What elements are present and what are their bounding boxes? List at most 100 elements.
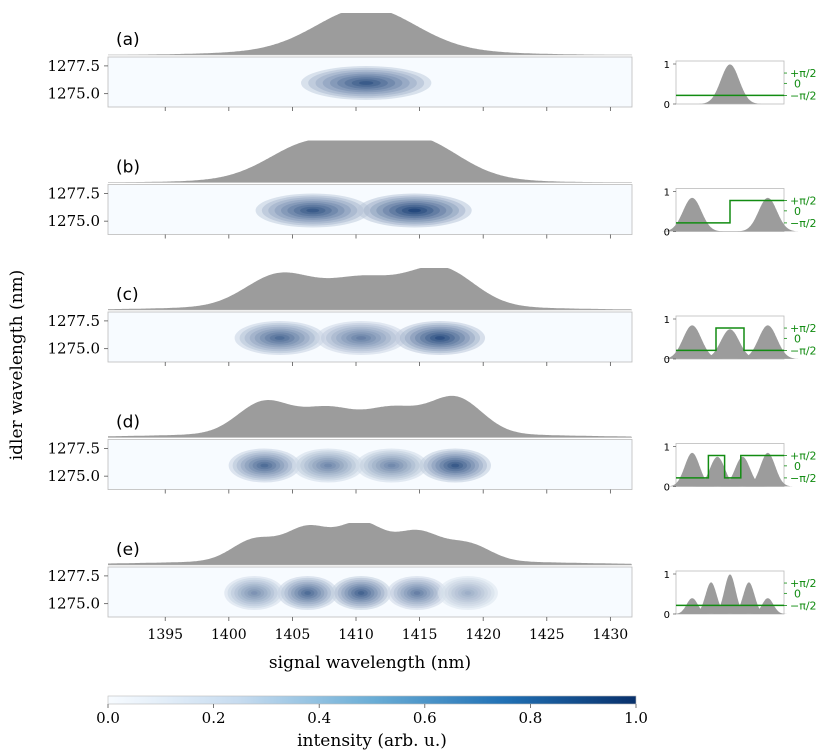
inset-pulse-2-0: [660, 325, 724, 359]
inset-phase-line-2: [676, 327, 784, 352]
heatmap-lobe-4-2: [357, 591, 365, 595]
panel-label: (d): [116, 413, 140, 433]
inset-phase-label: −π/2: [790, 217, 817, 230]
y-tick-label: 1275.0: [48, 212, 101, 230]
y-tick-label: 1277.5: [48, 57, 101, 75]
inset-phase-label: +π/2: [790, 322, 817, 335]
inset-pulse-4-2: [710, 574, 750, 614]
heatmap-lobe-2-2: [434, 336, 445, 340]
heatmap-lobe-3-3: [451, 463, 460, 468]
x-tick-label: 1395: [147, 627, 183, 643]
marginal-histogram-4: [108, 523, 632, 565]
x-tick-label: 1400: [211, 627, 247, 643]
heatmap-frame-3: [107, 439, 633, 490]
heatmap-lobe-3-2: [387, 463, 396, 468]
inset-phase-label: −π/2: [790, 89, 817, 102]
heatmap-lobe-1-0: [306, 208, 320, 213]
inset-ytick-label: 1: [664, 315, 670, 326]
colorbar-tick-label: 0.6: [413, 709, 437, 727]
marginal-histogram-0: [108, 13, 632, 55]
inset-phase-label: +π/2: [790, 67, 817, 80]
heatmap-lobe-2-1: [356, 336, 367, 340]
colorbar-gradient: [107, 695, 637, 705]
inset-pulse-4-3: [729, 582, 769, 614]
inset-pulse-3-2: [716, 456, 769, 487]
y-tick-label: 1275.0: [48, 595, 101, 613]
x-tick-label: 1425: [529, 627, 565, 643]
colorbar-ticks: 0.0 0.2 0.4 0.6 0.8 1.0: [96, 704, 648, 727]
heatmap-lobe-4-3: [413, 591, 421, 595]
inset-phase-label: 0: [794, 460, 801, 473]
heatmap-lobe-4-0: [250, 591, 258, 595]
inset-pulse-2-1: [697, 329, 762, 359]
panel-label: (b): [116, 158, 140, 178]
inset-4: 10+π/20−π/2: [664, 570, 817, 621]
colorbar: 0.0 0.2 0.4 0.6 0.8 1.0 intensity (arb. u.): [96, 695, 648, 751]
inset-pulse-3-3: [741, 452, 794, 487]
marginal-histogram-3: [108, 395, 632, 438]
colorbar-label: intensity (arb. u.): [297, 731, 447, 751]
heatmap-frame-1: [107, 184, 633, 235]
inset-ytick-label: 1: [664, 443, 670, 454]
colorbar-tick-label: 0.2: [202, 709, 226, 727]
inset-phase-label: −π/2: [790, 599, 817, 612]
inset-phase-label: −π/2: [790, 472, 817, 485]
inset-0: 10+π/20−π/2: [664, 60, 817, 111]
inset-ytick-label: 0: [664, 483, 670, 494]
heatmap-lobe-4-4: [464, 591, 472, 595]
inset-1: 10+π/20−π/2: [660, 188, 817, 239]
inset-phase-label: +π/2: [790, 577, 817, 590]
heatmap-frame-0: [107, 56, 633, 108]
x-tick-label: 1415: [402, 627, 438, 643]
heatmap-lobe-1-1: [408, 208, 421, 213]
heatmap-lobe-0-0: [358, 81, 374, 85]
y-tick-label: 1277.5: [48, 312, 101, 330]
y-tick-label: 1277.5: [48, 567, 101, 585]
marginal-histogram-1: [108, 140, 632, 183]
colorbar-tick-label: 0.0: [96, 709, 120, 727]
panels-group: (a)1277.51275.010+π/20−π/2(b)1277.51275.…: [48, 13, 817, 643]
inset-phase-label: 0: [794, 332, 801, 345]
y-tick-label: 1275.0: [48, 85, 101, 103]
heatmap-frame-2: [107, 311, 633, 363]
marginal-histogram-2: [108, 268, 632, 310]
heatmap-lobe-2-0: [274, 336, 285, 340]
x-tick-label: 1430: [593, 627, 629, 643]
inset-pulse-3-1: [691, 456, 744, 487]
inset-ytick-label: 0: [664, 355, 670, 366]
panel-label: (e): [116, 540, 140, 560]
heatmap-frame-4: [107, 566, 633, 618]
y-tick-label: 1275.0: [48, 340, 101, 358]
panel-label: (a): [116, 30, 140, 50]
inset-pulse-0-0: [697, 64, 762, 104]
colorbar-tick-label: 0.4: [307, 709, 331, 727]
inset-ytick-label: 0: [664, 610, 670, 621]
inset-pulse-2-2: [735, 325, 800, 359]
heatmap-lobe-4-1: [304, 591, 311, 595]
inset-ytick-label: 1: [664, 570, 670, 581]
x-tick-label: 1420: [465, 627, 501, 643]
heatmap-lobe-3-0: [260, 463, 269, 468]
x-axis-label: signal wavelength (nm): [269, 653, 471, 673]
x-tick-label: 1405: [275, 627, 311, 643]
inset-ytick-label: 1: [664, 60, 670, 71]
inset-ytick-label: 1: [664, 188, 670, 199]
inset-phase-label: 0: [794, 587, 801, 600]
x-tick-label: 1410: [338, 627, 374, 643]
inset-pulse-4-1: [691, 582, 731, 614]
inset-2: 10+π/20−π/2: [660, 315, 817, 366]
inset-3: 10+π/20−π/2: [664, 443, 817, 494]
y-tick-label: 1277.5: [48, 439, 101, 457]
inset-pulse-3-0: [666, 452, 719, 487]
panel-4: (e) 1277.5 1275.0 1395 1400 1405 1410 1415 1420 1…: [48, 523, 817, 643]
inset-phase-label: +π/2: [790, 195, 817, 208]
inset-phase-line-3: [676, 454, 784, 479]
inset-ytick-label: 0: [664, 100, 670, 111]
colorbar-tick-label: 0.8: [518, 709, 542, 727]
panel-label: (c): [116, 285, 139, 305]
inset-ytick-label: 0: [664, 228, 670, 239]
